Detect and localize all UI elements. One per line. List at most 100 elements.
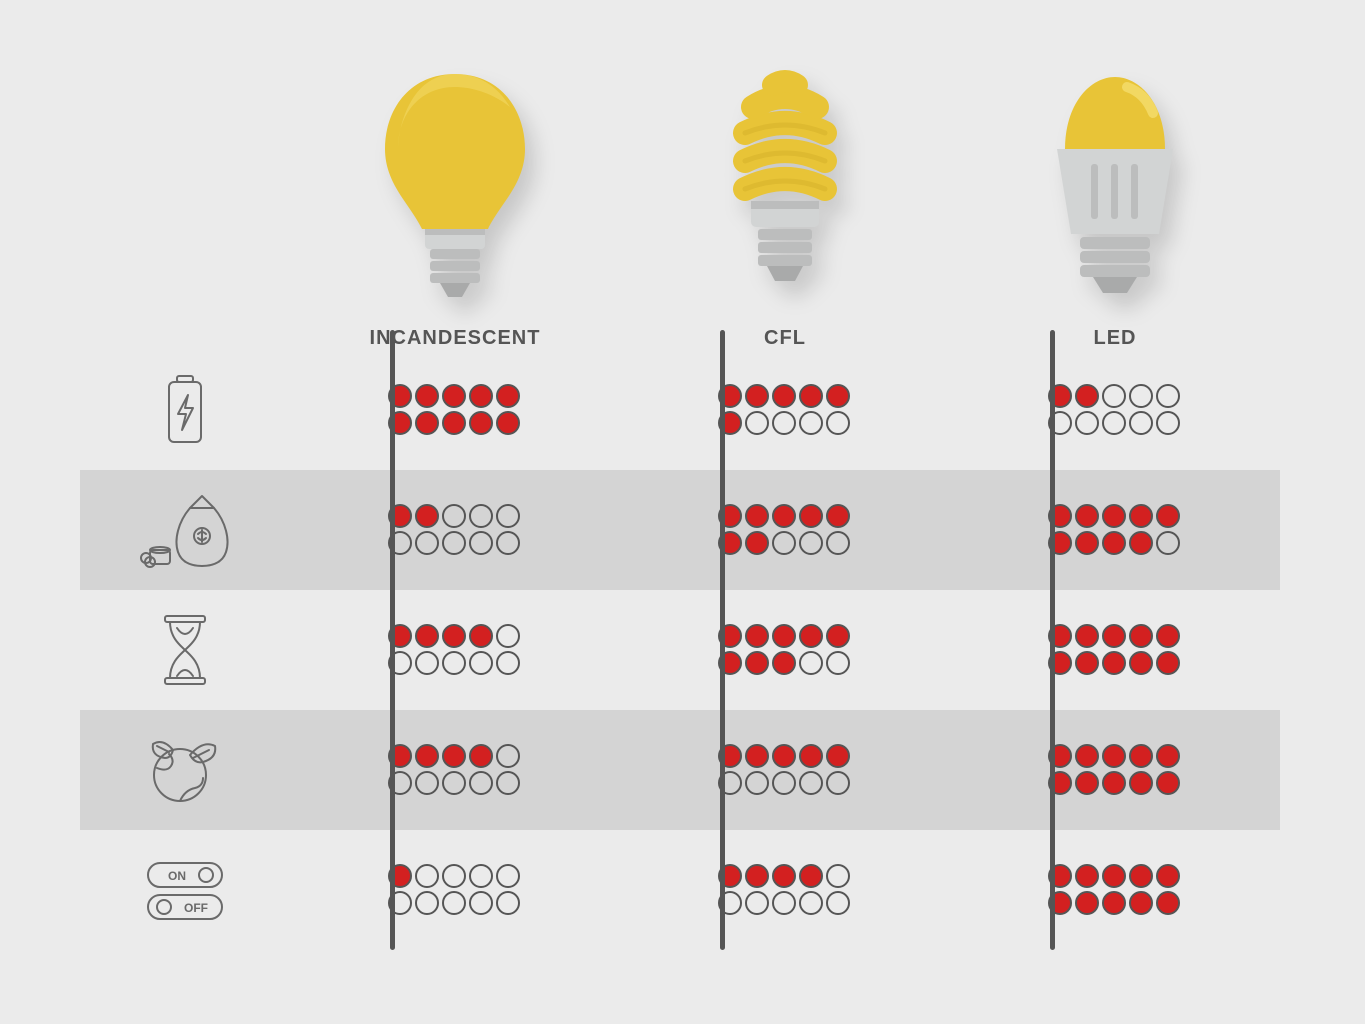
rating-dot xyxy=(826,384,850,408)
rating-dot xyxy=(469,384,493,408)
rating-dot xyxy=(799,531,823,555)
rating-dot xyxy=(826,744,850,768)
rating-dot xyxy=(1102,864,1126,888)
rating-dots xyxy=(1048,864,1182,917)
rating-dot xyxy=(442,411,466,435)
led-bulb-icon xyxy=(1035,69,1195,309)
svg-text:OFF: OFF xyxy=(184,901,208,915)
rating-dots xyxy=(1048,744,1182,797)
rating-dot xyxy=(496,864,520,888)
rating-dot xyxy=(1129,531,1153,555)
rating-dot xyxy=(1129,384,1153,408)
col-incandescent: INCANDESCENT xyxy=(290,69,620,350)
rating-dot xyxy=(1102,384,1126,408)
rating-dot xyxy=(415,771,439,795)
rating-dot xyxy=(772,384,796,408)
battery-bolt-icon xyxy=(80,370,290,450)
rating-dot xyxy=(1156,624,1180,648)
rating-dots xyxy=(1048,384,1182,437)
rating-dot xyxy=(496,504,520,528)
bulb-comparison-chart: INCANDESCENT xyxy=(80,40,1280,950)
rating-dot xyxy=(496,411,520,435)
cell-eco-cfl xyxy=(620,744,950,797)
rating-dot xyxy=(469,531,493,555)
rating-dot xyxy=(442,771,466,795)
data-row-cost xyxy=(80,470,1280,590)
rating-dot xyxy=(415,504,439,528)
rating-dot xyxy=(1102,624,1126,648)
rating-dot xyxy=(496,624,520,648)
rating-dot xyxy=(826,891,850,915)
rating-dot xyxy=(496,891,520,915)
rating-dot xyxy=(1075,651,1099,675)
rating-dot xyxy=(469,744,493,768)
rating-dot xyxy=(1102,891,1126,915)
cell-switching-cfl xyxy=(620,864,950,917)
rating-dot xyxy=(799,384,823,408)
rating-dot xyxy=(826,864,850,888)
rating-dots xyxy=(388,624,522,677)
rating-dots xyxy=(388,384,522,437)
cell-energy-led xyxy=(950,384,1280,437)
rating-dot xyxy=(1156,411,1180,435)
rating-dot xyxy=(799,504,823,528)
rating-dot xyxy=(496,384,520,408)
rating-dot xyxy=(1129,651,1153,675)
rating-dot xyxy=(745,384,769,408)
rating-dots xyxy=(718,864,852,917)
col-led: LED xyxy=(950,69,1280,350)
rating-dot xyxy=(1102,651,1126,675)
rating-dot xyxy=(1075,891,1099,915)
rating-dot xyxy=(1156,384,1180,408)
rating-dot xyxy=(772,624,796,648)
rating-dot xyxy=(745,504,769,528)
rating-dot xyxy=(1102,504,1126,528)
rating-dot xyxy=(1129,504,1153,528)
rating-dot xyxy=(826,771,850,795)
rating-dot xyxy=(496,771,520,795)
cell-energy-incandescent xyxy=(290,384,620,437)
rating-dots xyxy=(718,504,852,557)
rating-dot xyxy=(415,744,439,768)
data-row-energy xyxy=(80,350,1280,470)
rating-dot xyxy=(799,651,823,675)
rating-dots xyxy=(1048,504,1182,557)
data-row-eco xyxy=(80,710,1280,830)
rating-dot xyxy=(1075,744,1099,768)
rating-dot xyxy=(1156,651,1180,675)
rating-dot xyxy=(1102,744,1126,768)
rating-dot xyxy=(1075,504,1099,528)
rating-dot xyxy=(772,651,796,675)
data-row-lifespan xyxy=(80,590,1280,710)
rating-dot xyxy=(745,744,769,768)
rating-dot xyxy=(1156,744,1180,768)
rating-dots xyxy=(388,504,522,557)
rating-dot xyxy=(1129,771,1153,795)
rating-dot xyxy=(1075,411,1099,435)
rating-dot xyxy=(799,744,823,768)
rating-dot xyxy=(415,891,439,915)
rating-dot xyxy=(469,891,493,915)
rating-dot xyxy=(1156,864,1180,888)
rating-dot xyxy=(745,531,769,555)
rating-dot xyxy=(469,504,493,528)
rating-dot xyxy=(1156,891,1180,915)
column-divider xyxy=(390,330,395,950)
incandescent-bulb-icon xyxy=(370,69,540,309)
rating-dot xyxy=(745,771,769,795)
rating-dot xyxy=(745,864,769,888)
rating-dot xyxy=(442,891,466,915)
data-rows: ON OFF xyxy=(80,350,1280,950)
rating-dot xyxy=(826,411,850,435)
column-divider xyxy=(1050,330,1055,950)
rating-dot xyxy=(442,651,466,675)
rating-dot xyxy=(1075,531,1099,555)
rating-dots xyxy=(1048,624,1182,677)
cell-energy-cfl xyxy=(620,384,950,437)
rating-dot xyxy=(1129,744,1153,768)
rating-dot xyxy=(1156,504,1180,528)
rating-dot xyxy=(1102,411,1126,435)
rating-dot xyxy=(469,771,493,795)
rating-dots xyxy=(388,744,522,797)
cell-lifespan-cfl xyxy=(620,624,950,677)
